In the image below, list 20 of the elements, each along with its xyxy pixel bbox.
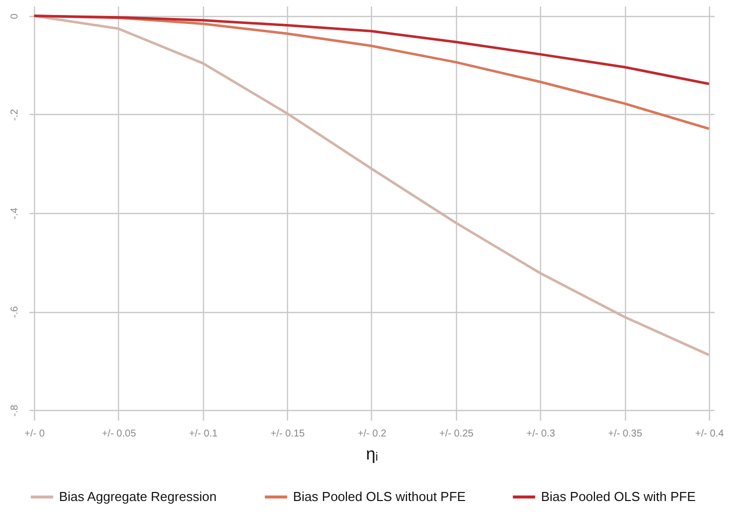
y-tick-label: 0 bbox=[10, 13, 20, 20]
x-tick-label: +/- 0.3 bbox=[526, 428, 556, 440]
legend-label: Bias Aggregate Regression bbox=[59, 489, 217, 504]
x-tick-label: +/- 0.35 bbox=[608, 428, 643, 440]
x-tick-label: +/- 0.25 bbox=[439, 428, 474, 440]
x-tick-label: +/- 0.05 bbox=[102, 428, 136, 440]
x-tick-label: +/- 0.4 bbox=[695, 428, 724, 440]
line-series bbox=[32, 14, 710, 356]
x-tick-label: +/- 0.15 bbox=[270, 428, 306, 440]
x-axis-title: ηᵢ bbox=[366, 444, 378, 464]
y-tick-label: -.2 bbox=[10, 108, 20, 121]
y-tick-label: -.6 bbox=[10, 306, 20, 318]
line-series bbox=[32, 14, 710, 86]
x-tick-label: +/- 0.1 bbox=[188, 428, 218, 440]
legend-label: Bias Pooled OLS with PFE bbox=[541, 489, 696, 504]
x-tick-label: +/- 0 bbox=[24, 428, 46, 440]
y-tick-label: -.8 bbox=[10, 404, 20, 416]
x-tick-label: +/- 0.2 bbox=[358, 428, 387, 440]
legend-label: Bias Pooled OLS without PFE bbox=[293, 489, 466, 504]
y-tick-label: -.4 bbox=[10, 207, 20, 220]
